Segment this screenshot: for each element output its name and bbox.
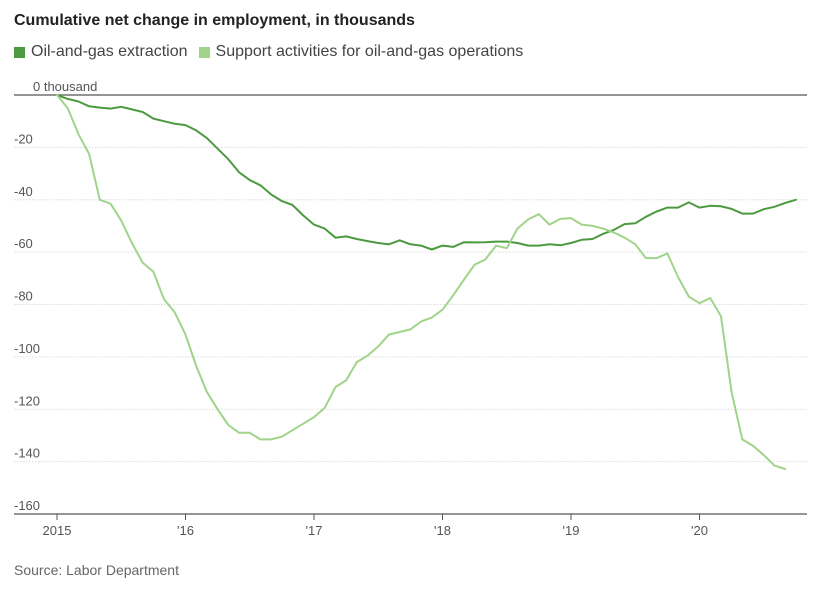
y-tick-label: -160	[14, 498, 40, 513]
x-tick-label: '17	[306, 523, 323, 538]
series-line-oil-and-gas-extraction	[56, 94, 797, 251]
y-tick-label: -40	[14, 184, 33, 199]
x-tick-label: '20	[691, 523, 708, 538]
y-tick-label: -120	[14, 393, 40, 408]
series-layer	[56, 94, 797, 470]
y-tick-label: -80	[14, 289, 33, 304]
y-tick-label: -60	[14, 236, 33, 251]
legend-label-support-activities: Support activities for oil-and-gas opera…	[215, 43, 524, 60]
x-tick-label: '16	[177, 523, 194, 538]
grid-layer: 0 thousand -20 -40 -60 -80 -100 -120 -140 -160	[14, 79, 807, 513]
legend-item-support-activities: Support activities for oil-and-gas opera…	[198, 43, 524, 61]
legend-label-oil-and-gas-extraction: Oil-and-gas extraction	[31, 43, 188, 60]
legend-swatch-oil-and-gas-extraction	[14, 46, 25, 58]
y-tick-label: -140	[14, 446, 40, 461]
y-tick-label: 0 thousand	[33, 79, 97, 94]
x-tick-label: 2015	[43, 523, 72, 538]
y-tick-label: -100	[14, 341, 40, 356]
legend-swatch-support-activities	[198, 46, 210, 58]
x-axis: 2015 '16 '17 '18 '19 '20	[14, 513, 807, 538]
source-note: Source: Labor Department	[14, 562, 179, 578]
legend-item-oil-and-gas-extraction: Oil-and-gas extraction	[14, 43, 188, 61]
chart-title: Cumulative net change in employment, in …	[14, 12, 415, 29]
series-line-support-activities	[56, 94, 787, 470]
chart-legend: Oil-and-gas extraction Support activitie…	[14, 43, 534, 61]
x-tick-label: '18	[434, 523, 451, 538]
y-tick-label: -20	[14, 131, 33, 146]
x-tick-label: '19	[563, 523, 580, 538]
